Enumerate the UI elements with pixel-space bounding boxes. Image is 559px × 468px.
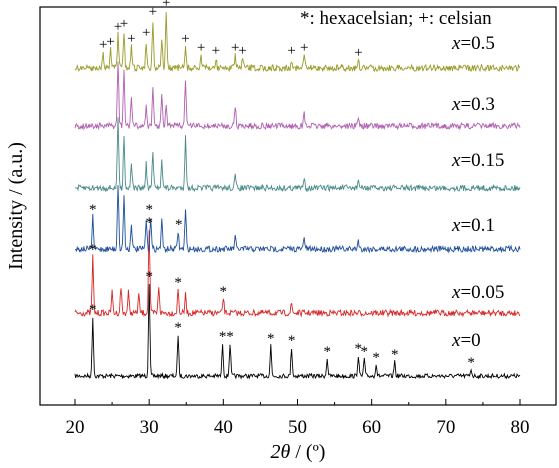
series-label-x=0.15: x=0.15 — [451, 150, 504, 171]
peak-marker: * — [89, 242, 97, 258]
peak-marker: + — [120, 16, 128, 32]
series-label-x=0: x=0 — [451, 330, 481, 351]
x-tick-label: 60 — [362, 417, 381, 438]
peak-marker: * — [288, 333, 296, 349]
series-line-x=0.1 — [75, 185, 521, 254]
peak-marker: + — [127, 31, 135, 47]
peak-marker: + — [197, 40, 205, 56]
peak-marker: + — [354, 45, 362, 61]
peak-marker: + — [149, 4, 157, 20]
x-tick-label: 30 — [140, 417, 159, 438]
series-line-x=0.05 — [74, 230, 521, 318]
peak-marker: + — [231, 40, 239, 56]
peak-marker: + — [212, 43, 220, 59]
series-line-x=0.15 — [74, 117, 521, 193]
peak-marker: * — [89, 202, 97, 218]
peak-marker: + — [162, 0, 170, 11]
x-tick-label: 20 — [66, 417, 85, 438]
peak-marker: * — [175, 217, 183, 233]
peak-marker: * — [391, 347, 399, 363]
peak-marker: * — [323, 344, 331, 360]
tick-layer: 20 30 40 50 60 70 80 — [66, 399, 530, 438]
marker-layer: **** * * ** ** * * ****** **+++++ +++++ + ++ + + + — [89, 0, 475, 371]
peak-marker: * — [145, 202, 153, 218]
peak-marker: * — [174, 275, 182, 291]
x-tick-label: 40 — [214, 417, 233, 438]
peak-marker: + — [106, 34, 114, 50]
peak-marker: + — [181, 31, 189, 47]
peak-marker: * — [145, 269, 153, 285]
series-label-x=0.5: x=0.5 — [451, 33, 495, 54]
peak-marker: + — [114, 19, 122, 35]
peak-marker: + — [99, 37, 107, 53]
x-axis-title: 2θ / (º) — [271, 441, 326, 463]
legend-text: *: hexacelsian; +: celsian — [300, 8, 492, 29]
peak-marker: * — [89, 302, 97, 318]
peak-marker: + — [287, 43, 295, 59]
series-line-x=0 — [74, 284, 521, 380]
peak-marker: * — [267, 331, 275, 347]
peak-marker: + — [300, 40, 308, 56]
series-line-x=0.3 — [74, 61, 521, 131]
series-label-x=0.1: x=0.1 — [451, 215, 495, 236]
peak-marker: * — [226, 329, 234, 345]
series-layer: x=0 x=0.05 x=0.1 x=0.15 x=0.3 x=0.5 — [74, 12, 521, 380]
series-line-x=0.5 — [74, 12, 521, 73]
peak-marker: * — [355, 341, 363, 357]
peak-marker: + — [238, 43, 246, 59]
peak-marker: * — [174, 320, 182, 336]
peak-marker: * — [372, 350, 380, 366]
peak-marker: * — [220, 284, 228, 300]
x-tick-label: 70 — [436, 417, 455, 438]
series-label-x=0.3: x=0.3 — [451, 94, 495, 115]
peak-marker: * — [219, 329, 227, 345]
x-tick-label: 50 — [288, 417, 307, 438]
y-axis-title: Intensity / (a.u.) — [5, 142, 27, 270]
peak-marker: + — [142, 25, 150, 41]
peak-marker: * — [467, 355, 475, 371]
peak-marker: * — [145, 215, 153, 231]
x-tick-label: 80 — [511, 417, 530, 438]
peak-marker: * — [361, 344, 369, 360]
series-label-x=0.05: x=0.05 — [451, 282, 504, 303]
